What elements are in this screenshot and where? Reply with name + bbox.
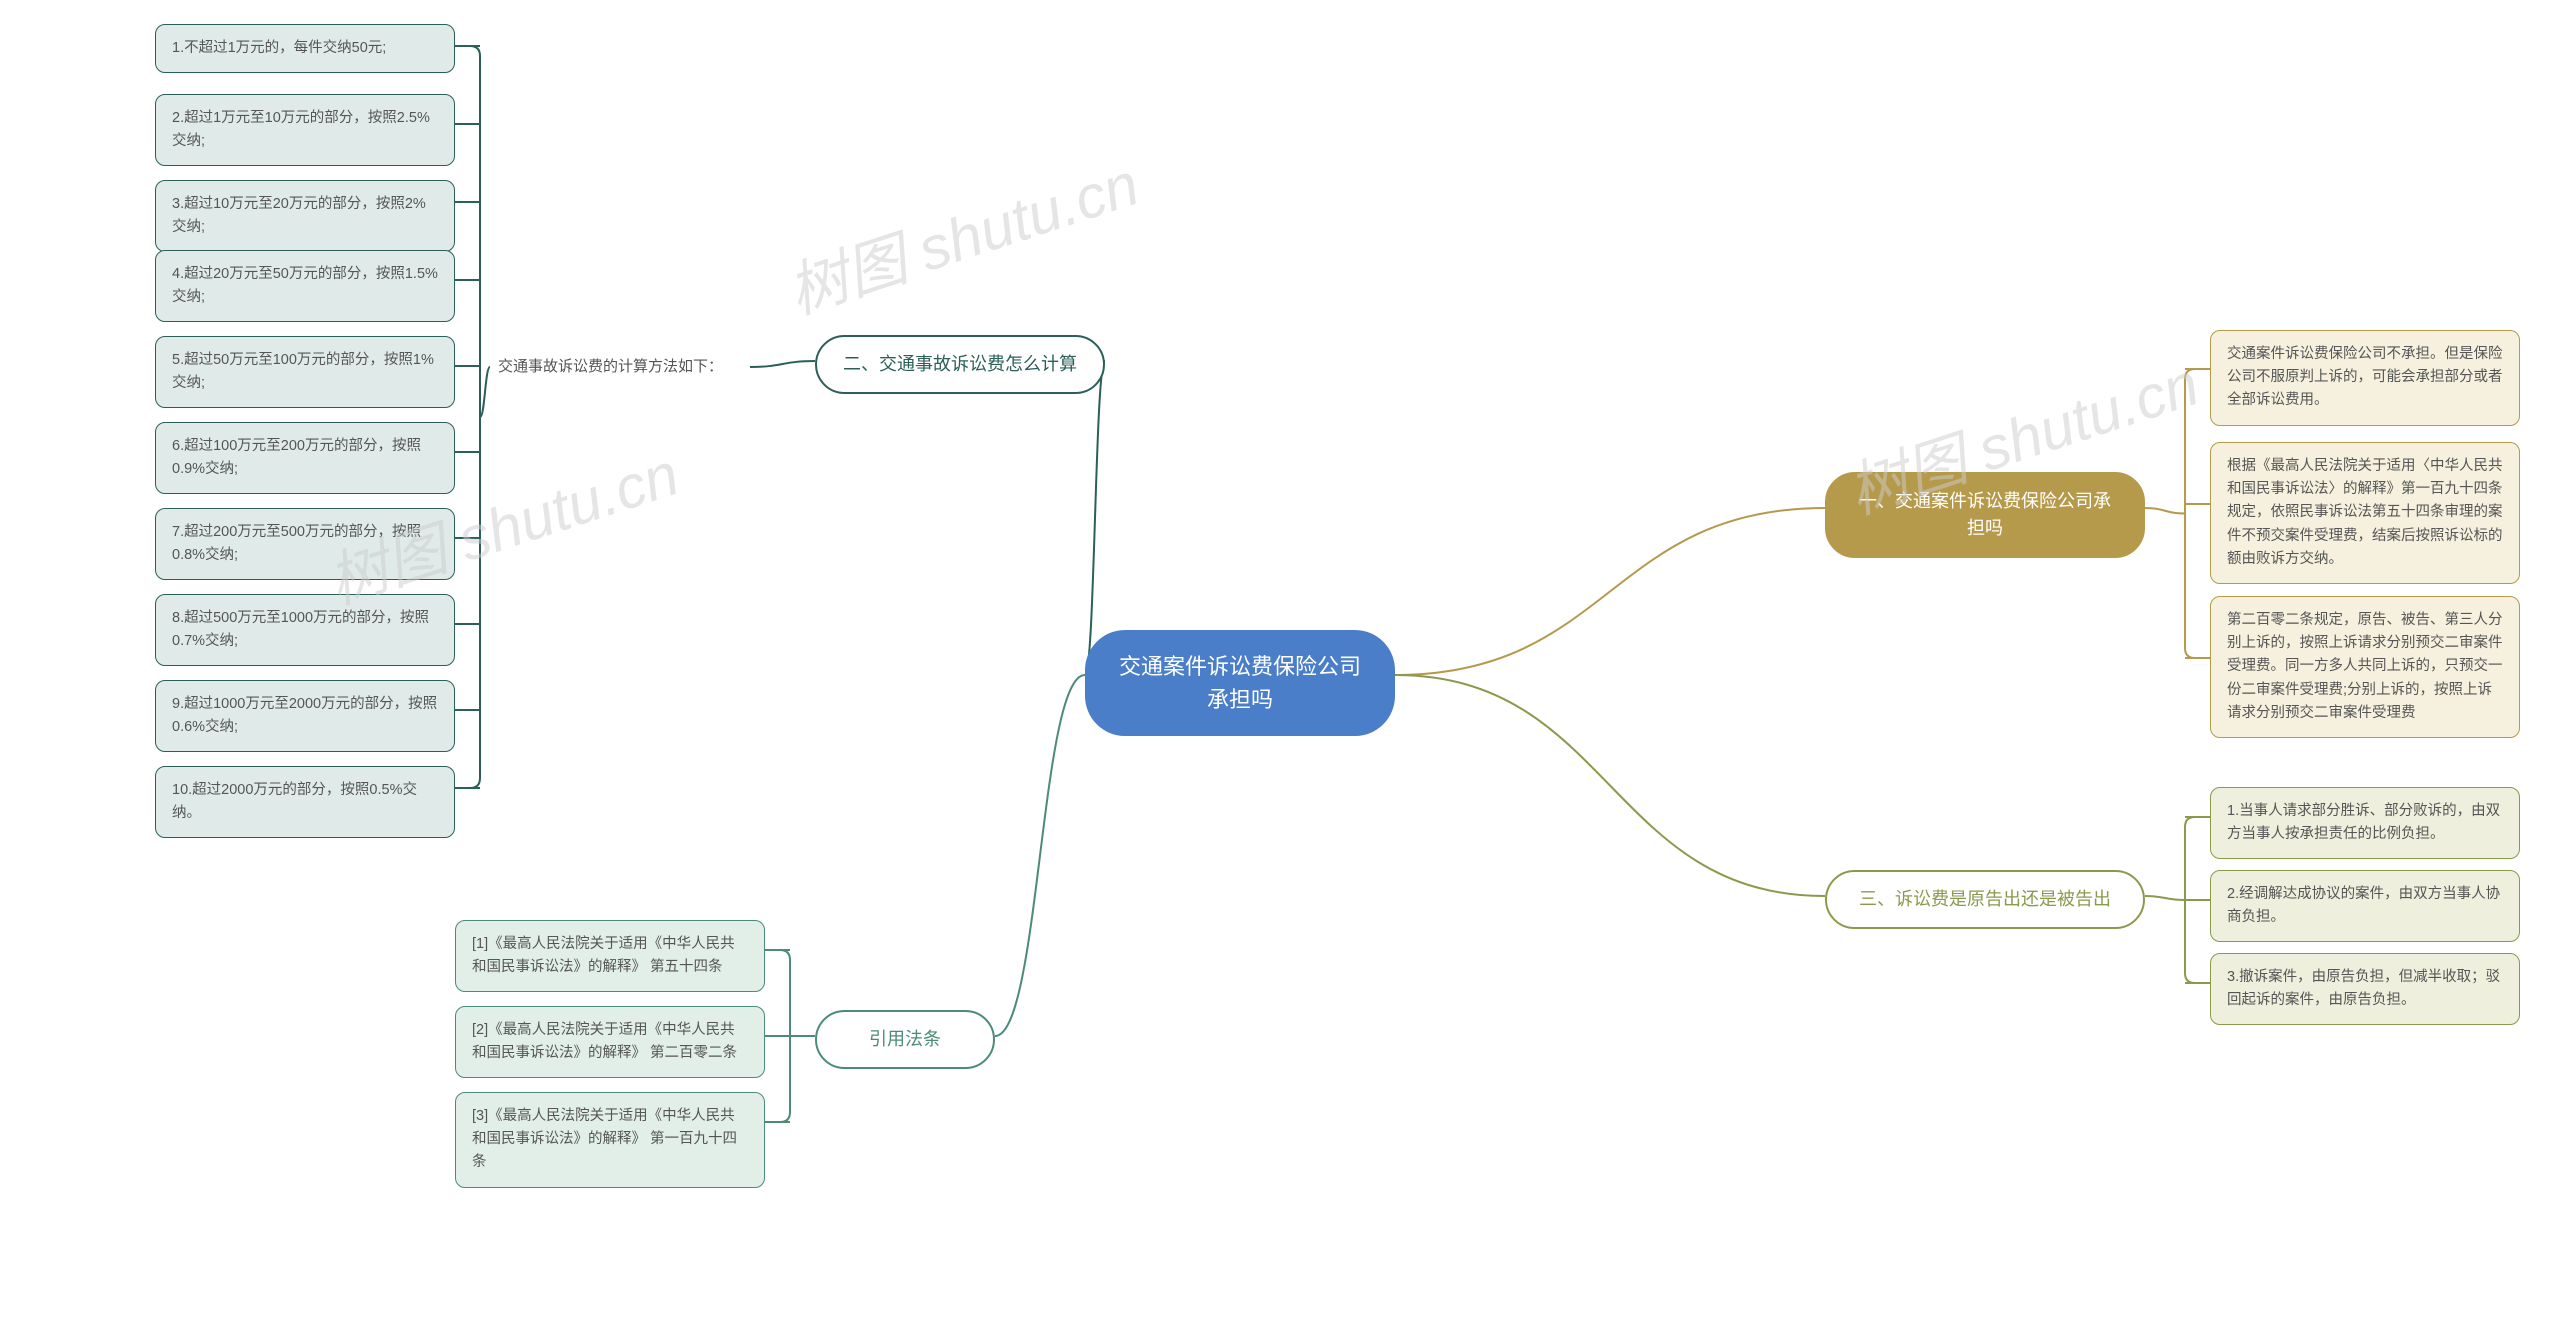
leaf-b2-0: 1.不超过1万元的，每件交纳50元; bbox=[155, 24, 455, 73]
leaf-b2-2: 3.超过10万元至20万元的部分，按照2%交纳; bbox=[155, 180, 455, 252]
leaf-b2-1: 2.超过1万元至10万元的部分，按照2.5%交纳; bbox=[155, 94, 455, 166]
leaf-b1-0: 交通案件诉讼费保险公司不承担。但是保险公司不服原判上诉的，可能会承担部分或者全部… bbox=[2210, 330, 2520, 426]
leaf-b2-4: 5.超过50万元至100万元的部分，按照1%交纳; bbox=[155, 336, 455, 408]
branch-b1: 一、交通案件诉讼费保险公司承担吗 bbox=[1825, 472, 2145, 558]
leaf-b2-5: 6.超过100万元至200万元的部分，按照0.9%交纳; bbox=[155, 422, 455, 494]
leaf-b3-1: 2.经调解达成协议的案件，由双方当事人协商负担。 bbox=[2210, 870, 2520, 942]
root-node: 交通案件诉讼费保险公司承担吗 bbox=[1085, 630, 1395, 736]
leaf-b2-8: 9.超过1000万元至2000万元的部分，按照0.6%交纳; bbox=[155, 680, 455, 752]
leaf-b3-0: 1.当事人请求部分胜诉、部分败诉的，由双方当事人按承担责任的比例负担。 bbox=[2210, 787, 2520, 859]
leaf-b4-2: [3]《最高人民法院关于适用《中华人民共和国民事诉讼法》的解释》 第一百九十四条 bbox=[455, 1092, 765, 1188]
leaf-b1-1: 根据《最高人民法院关于适用〈中华人民共和国民事诉讼法〉的解释》第一百九十四条规定… bbox=[2210, 442, 2520, 584]
leaf-b2-9: 10.超过2000万元的部分，按照0.5%交纳。 bbox=[155, 766, 455, 838]
leaf-b3-2: 3.撤诉案件，由原告负担，但减半收取；驳回起诉的案件，由原告负担。 bbox=[2210, 953, 2520, 1025]
branch-b2: 二、交通事故诉讼费怎么计算 bbox=[815, 335, 1105, 394]
leaf-b1-2: 第二百零二条规定，原告、被告、第三人分别上诉的，按照上诉请求分别预交二审案件受理… bbox=[2210, 596, 2520, 738]
branch-b4: 引用法条 bbox=[815, 1010, 995, 1069]
leaf-b2-6: 7.超过200万元至500万元的部分，按照0.8%交纳; bbox=[155, 508, 455, 580]
leaf-b2-7: 8.超过500万元至1000万元的部分，按照0.7%交纳; bbox=[155, 594, 455, 666]
leaf-b4-1: [2]《最高人民法院关于适用《中华人民共和国民事诉讼法》的解释》 第二百零二条 bbox=[455, 1006, 765, 1078]
sub-b2: 交通事故诉讼费的计算方法如下： bbox=[490, 352, 750, 383]
leaf-b4-0: [1]《最高人民法院关于适用《中华人民共和国民事诉讼法》的解释》 第五十四条 bbox=[455, 920, 765, 992]
branch-b3: 三、诉讼费是原告出还是被告出 bbox=[1825, 870, 2145, 929]
leaf-b2-3: 4.超过20万元至50万元的部分，按照1.5%交纳; bbox=[155, 250, 455, 322]
